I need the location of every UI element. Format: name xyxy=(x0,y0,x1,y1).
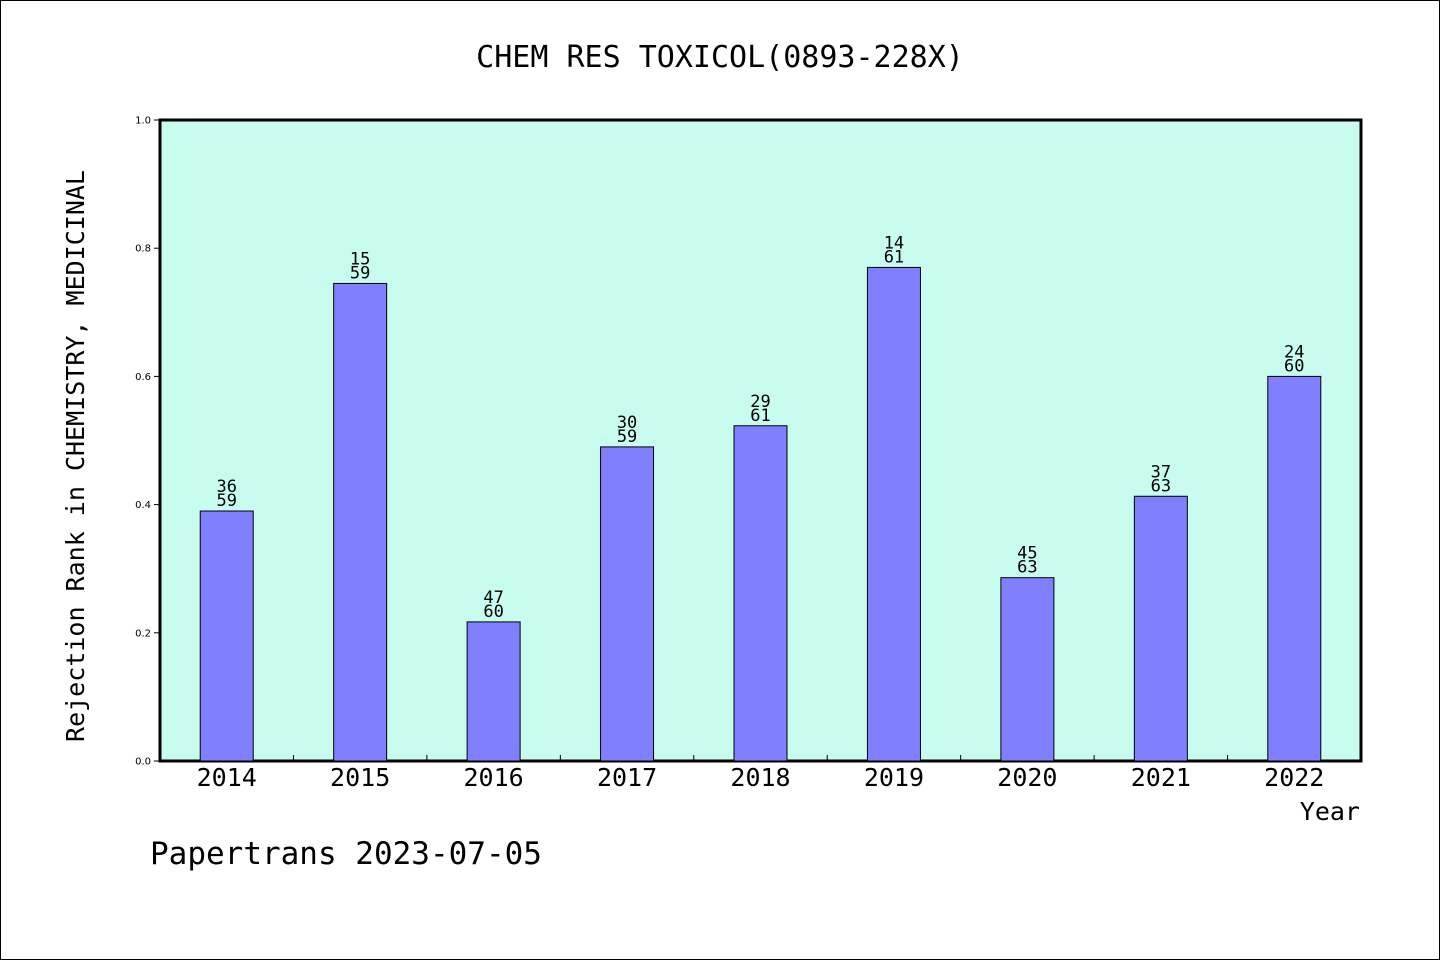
bar-label-total: 59 xyxy=(216,491,236,511)
x-tick-label: 2022 xyxy=(1264,763,1324,792)
x-tick-label: 2021 xyxy=(1131,763,1191,792)
chart-title: CHEM RES TOXICOL(0893-228X) xyxy=(476,40,964,75)
bar-label-total: 59 xyxy=(350,263,370,283)
footer-credit: Papertrans 2023-07-05 xyxy=(150,836,542,872)
bar xyxy=(1133,495,1188,762)
x-tick-label: 2014 xyxy=(197,763,257,792)
x-tick-label: 2018 xyxy=(730,763,790,792)
y-axis-label: Rejection Rank in CHEMISTRY, MEDICINAL xyxy=(61,170,90,742)
bar-label-rank: 47 xyxy=(483,588,503,608)
bar xyxy=(733,425,788,762)
bar-label-total: 61 xyxy=(750,406,770,426)
bar xyxy=(466,621,521,762)
bar-label-total: 63 xyxy=(1151,476,1171,496)
bar-label-total: 60 xyxy=(1284,356,1304,376)
x-tick-label: 2017 xyxy=(597,763,657,792)
bar-label-rank: 37 xyxy=(1151,462,1171,482)
y-tick-label: 1.0 xyxy=(135,116,151,127)
y-tick-label: 0.6 xyxy=(135,372,151,383)
bar-label-rank: 30 xyxy=(617,413,637,433)
bar xyxy=(1267,375,1322,762)
x-axis: 2014 2015 2016 2017 2018 2019 2020 2021 2022 xyxy=(197,755,1324,792)
bar-label-rank: 45 xyxy=(1017,544,1037,564)
bar-label-rank: 14 xyxy=(884,233,904,253)
bar-label-total: 59 xyxy=(617,427,637,447)
bar xyxy=(1000,577,1055,762)
bars xyxy=(199,266,1322,762)
bar-label-rank: 15 xyxy=(350,249,370,269)
x-tick-label: 2019 xyxy=(864,763,924,792)
x-tick-label: 2020 xyxy=(997,763,1057,792)
y-tick-label: 0.2 xyxy=(135,628,151,639)
bar xyxy=(199,510,254,762)
y-axis: 0.0 0.2 0.4 0.6 0.8 1.0 xyxy=(135,116,160,768)
bar-label-rank: 36 xyxy=(216,477,236,497)
y-tick-label: 0.8 xyxy=(135,244,151,255)
x-tick-label: 2015 xyxy=(330,763,390,792)
bar-label-total: 63 xyxy=(1017,558,1037,578)
bar-label-total: 60 xyxy=(483,602,503,622)
y-tick-label: 0.4 xyxy=(135,500,151,511)
bar xyxy=(866,266,921,762)
y-tick-label: 0.0 xyxy=(135,757,151,768)
bar-label-rank: 29 xyxy=(750,392,770,412)
bar xyxy=(600,446,655,762)
x-axis-label: Year xyxy=(1300,797,1360,826)
bar xyxy=(333,282,388,762)
x-tick-label: 2016 xyxy=(464,763,524,792)
bar-label-total: 61 xyxy=(884,247,904,267)
bar-label-rank: 24 xyxy=(1284,342,1304,362)
